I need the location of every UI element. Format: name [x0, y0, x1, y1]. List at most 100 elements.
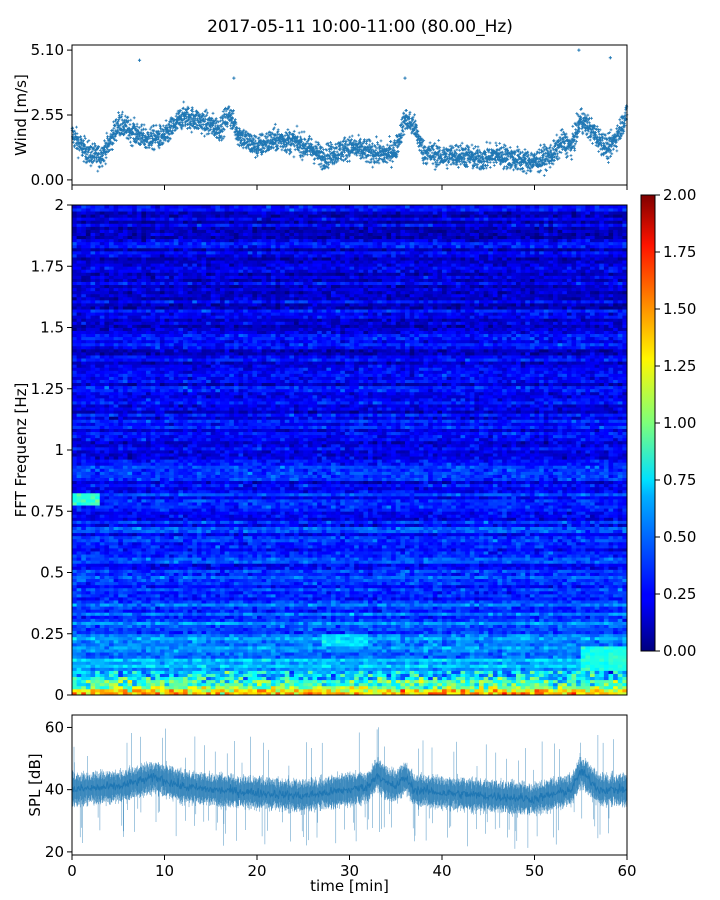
spectrogram-cell	[90, 658, 96, 662]
spectrogram-cell	[469, 673, 475, 678]
spectrogram-cell	[455, 624, 461, 629]
spectrogram-cell	[113, 600, 119, 604]
spectrogram-cell	[617, 685, 623, 690]
spectrogram-cell	[455, 691, 461, 696]
spectrogram-cell	[451, 676, 457, 681]
spectrogram-cell	[585, 679, 591, 684]
spectrogram-cell	[90, 652, 96, 656]
spectrogram-cell	[405, 572, 411, 576]
spectrogram-cell	[557, 590, 563, 595]
spectrogram-cell	[127, 667, 133, 671]
spectrogram-cell	[576, 621, 582, 625]
spectrogram-cell	[187, 624, 193, 629]
spectrogram-cell	[238, 584, 244, 589]
spectrogram-cell	[599, 685, 605, 690]
spectrogram-cell	[557, 584, 563, 589]
spectrogram-cell	[326, 670, 332, 674]
spectrogram-cell	[543, 575, 549, 580]
spectrogram-cell	[599, 584, 605, 589]
spectrogram-cell	[368, 652, 374, 656]
spectrogram-cell	[488, 606, 494, 610]
spectrogram-cell	[460, 609, 466, 613]
spectrogram-cell	[557, 679, 563, 684]
spectrogram-cell	[529, 587, 535, 592]
spectrogram-cell	[164, 630, 170, 635]
spectrogram-cell	[423, 578, 429, 583]
spectrogram-cell	[113, 685, 119, 690]
spectrogram-cell	[284, 606, 290, 610]
spectrogram-cell	[215, 597, 221, 601]
spectrogram-cell	[594, 646, 600, 650]
spectrogram-cell	[72, 597, 78, 601]
spectrogram-cell	[529, 581, 535, 586]
spectrogram-cell	[465, 578, 471, 583]
spectrogram-cell	[326, 578, 332, 583]
spectrogram-cell	[594, 618, 600, 622]
spectrogram-cell	[511, 612, 517, 616]
spectrogram-cell	[446, 652, 452, 656]
spectrogram-cell	[159, 609, 165, 613]
spectrogram-cell	[474, 636, 480, 641]
spectrogram-cell	[622, 624, 628, 629]
spectrogram-cell	[368, 584, 374, 589]
spectrogram-cell	[418, 597, 424, 601]
spectrogram-cell	[442, 609, 448, 613]
spectrogram-cell	[215, 566, 221, 570]
spectrogram-cell	[432, 679, 438, 684]
spectrogram-cell	[608, 603, 614, 607]
spectrogram-cell	[363, 636, 369, 641]
spectrogram-cell	[294, 664, 300, 668]
spectrogram-cell	[303, 649, 309, 653]
spectrogram-cell	[585, 621, 591, 625]
spectrogram-cell	[307, 685, 313, 690]
spectrogram-cell	[613, 621, 619, 625]
spectrogram-cell	[516, 652, 522, 656]
spectrogram-cell	[363, 630, 369, 635]
spectrogram-cell	[187, 615, 193, 619]
spectrogram-cell	[488, 639, 494, 644]
spectrogram-cell	[81, 639, 87, 644]
spectrogram-cell	[122, 673, 128, 678]
spectrogram-cell	[312, 688, 318, 693]
spectrogram-cell	[270, 658, 276, 662]
spectrogram-cell	[243, 600, 249, 604]
spectrogram-cell	[363, 593, 369, 598]
spectrogram-cell	[85, 673, 91, 678]
spectrogram-cell	[280, 691, 286, 696]
spectrogram-cell	[622, 584, 628, 589]
spectrogram-cell	[599, 609, 605, 613]
spectrogram-cell	[553, 642, 559, 647]
spectrogram-cell	[414, 646, 420, 650]
spectrogram-cell	[511, 590, 517, 595]
spectrogram-cell	[275, 649, 281, 653]
spectrogram-cell	[215, 664, 221, 668]
spectrogram-cell	[566, 664, 572, 668]
spectrogram-cell	[340, 587, 346, 592]
spectrogram-cell	[238, 667, 244, 671]
spectrogram-cell	[155, 658, 161, 662]
spectrogram-cell	[617, 691, 623, 696]
spectrogram-cell	[469, 621, 475, 625]
spectrogram-cell	[613, 682, 619, 687]
spectrogram-cell	[349, 569, 355, 573]
spectrogram-cell	[85, 566, 91, 570]
spectrogram-cell	[294, 587, 300, 592]
spectrogram-cell	[127, 673, 133, 678]
spectrogram-cell	[331, 633, 337, 638]
spectrogram-cell	[141, 569, 147, 573]
spectrogram-cell	[409, 639, 415, 644]
spectrogram-cell	[483, 667, 489, 671]
spectrogram-cell	[418, 658, 424, 662]
spectrogram-cell	[72, 572, 78, 576]
spectrogram-cell	[599, 679, 605, 684]
spectrogram-cell	[437, 667, 443, 671]
spectrogram-cell	[220, 606, 226, 610]
spectrogram-cell	[344, 679, 350, 684]
spectrogram-cell	[391, 670, 397, 674]
spectrogram-cell	[418, 655, 424, 659]
spectrogram-cell	[354, 676, 360, 681]
spectrogram-cell	[571, 609, 577, 613]
spectrogram-cell	[155, 688, 161, 693]
spectrogram-cell	[506, 649, 512, 653]
spectrogram-cell	[483, 685, 489, 690]
